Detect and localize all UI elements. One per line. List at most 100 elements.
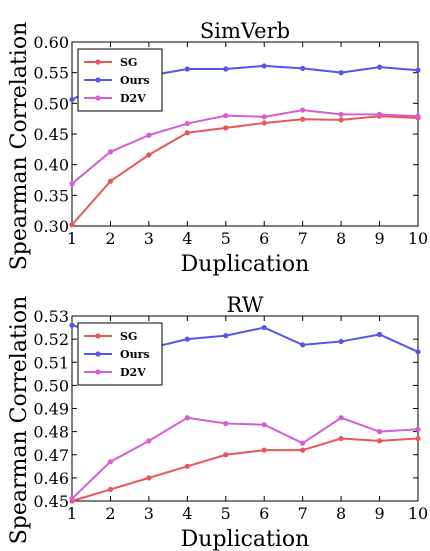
data-point-ours [69,97,75,103]
data-point-d2v [107,149,114,155]
x-tick-label: 4 [182,229,192,248]
data-point-ours [223,333,229,339]
data-point-d2v [69,181,75,187]
y-axis-label-simverb: Spearman Correlation [7,22,32,271]
data-point-ours [338,70,344,76]
data-point-ours [376,331,383,338]
x-tick-label: 10 [408,229,428,248]
data-point-d2v [223,420,229,427]
legend-marker-sg [95,333,101,339]
data-point-d2v [338,111,344,117]
y-ticks-simverb: 0.30 0.35 0.40 0.45 0.50 0.55 0.60 [33,33,418,236]
data-point-d2v [146,438,152,444]
series-line-d2v [71,416,419,500]
data-point-d2v [223,113,229,119]
x-tick-label: 2 [105,504,115,523]
chart-title-rw: RW [227,293,264,317]
legend-label-ours: Ours [120,74,150,87]
y-tick-label: 0.40 [33,156,69,175]
rw-panel: RW 0.450.460.470.480.490.500.510.520.53 … [33,293,428,551]
y-tick-label: 0.60 [33,33,69,52]
x-ticks-rw: 1 2 3 4 5 6 7 8 9 10 [67,316,428,523]
legend-label-sg: SG [120,56,137,69]
data-point-d2v [415,426,421,432]
legend-simverb: SG Ours D2V [77,48,163,112]
legend-marker-ours [95,77,101,83]
x-tick-label: 2 [105,229,115,248]
data-point-ours [300,65,306,71]
data-point-ours [184,66,190,72]
legend-label-d2v: D2V [120,366,146,379]
data-point-sg [300,116,306,122]
y-tick-label: 0.50 [33,376,69,395]
y-tick-label: 0.49 [33,400,69,419]
legend-label-d2v: D2V [120,92,146,105]
data-point-d2v [261,114,267,120]
data-point-sg [184,130,190,136]
legend-marker-d2v [95,369,101,375]
y-tick-label: 0.48 [33,423,69,442]
data-point-d2v [338,415,344,421]
legend-rw: SG Ours D2V [77,322,163,386]
y-tick-label: 0.45 [33,125,69,144]
data-point-ours [415,67,421,73]
x-tick-label: 1 [67,504,77,523]
data-point-d2v [107,459,114,465]
x-tick-label: 3 [144,504,154,523]
y-ticks-rw: 0.45 0.46 0.47 0.48 0.49 0.50 0.51 0.52 0.53 [33,307,418,511]
data-point-d2v [184,415,190,421]
data-point-ours [223,66,229,72]
y-tick-label: 0.30 [33,217,69,236]
x-tick-label: 5 [221,504,231,523]
x-tick-label: 6 [259,229,269,248]
y-tick-label: 0.50 [33,94,69,113]
x-tick-label: 10 [408,504,428,523]
series-line-sg [71,437,419,502]
data-point-sg [184,463,190,469]
data-point-sg [107,486,114,493]
y-tick-label: 0.35 [33,186,69,205]
data-point-d2v [376,111,383,117]
data-point-ours [415,349,421,355]
x-tick-label: 3 [144,229,154,248]
data-point-d2v [300,107,306,113]
x-axis-label-simverb: Duplication [181,252,310,277]
simverb-panel: SimVerb 0.30 0.35 0.40 0.45 0.50 0.55 0.60 1 2 3… [33,19,428,277]
data-point-d2v [300,440,306,446]
data-point-ours [261,324,267,331]
data-point-ours [69,322,75,328]
data-point-sg [376,438,383,444]
data-point-d2v [261,422,267,428]
y-tick-label: 0.47 [33,446,69,465]
data-point-sg [300,447,306,453]
legend-label-sg: SG [120,330,137,343]
y-tick-label: 0.46 [33,469,69,488]
data-point-sg [261,447,267,453]
x-tick-label: 4 [182,504,192,523]
y-tick-label: 0.45 [33,492,69,511]
data-point-sg [69,222,75,228]
x-tick-label: 5 [221,229,231,248]
data-point-sg [223,125,229,131]
x-axis-label-rw: Duplication [181,527,310,551]
series-line-sg [71,115,419,226]
y-tick-label: 0.53 [33,307,69,326]
data-point-ours [184,336,190,342]
x-tick-label: 6 [259,504,269,523]
x-tick-label: 8 [336,504,346,523]
y-axis-label-rw: Spearman Correlation [7,296,32,545]
x-tick-label: 9 [374,504,384,523]
data-point-d2v [69,496,75,502]
legend-marker-d2v [95,95,101,101]
data-point-ours [376,64,383,70]
series-line-d2v [71,109,419,185]
legend-marker-sg [95,59,101,65]
chart-title-simverb: SimVerb [200,19,290,43]
data-point-d2v [376,429,383,435]
data-point-ours [261,63,267,69]
data-point-sg [223,452,229,458]
y-tick-label: 0.51 [33,353,69,372]
data-point-sg [261,120,267,126]
data-point-d2v [146,132,152,138]
